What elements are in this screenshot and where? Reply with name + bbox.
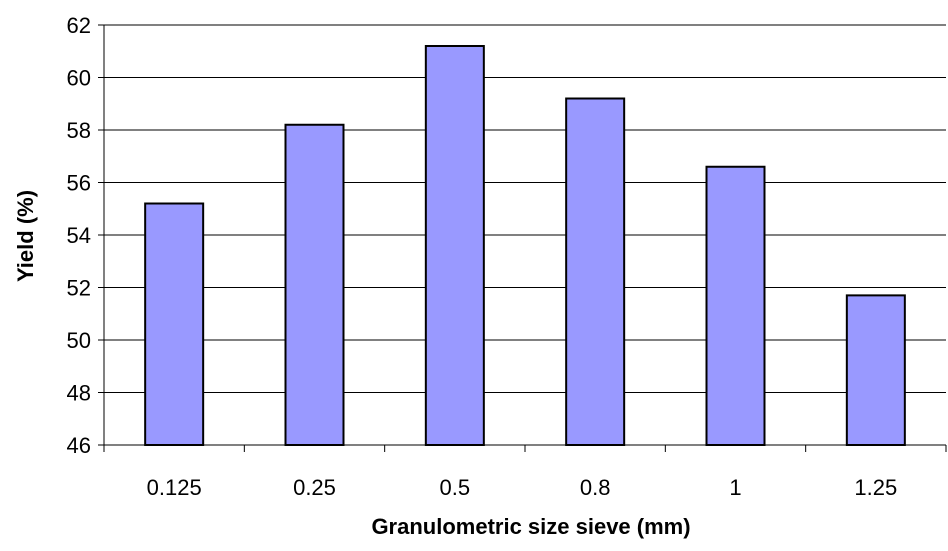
x-tick-label: 1 (729, 475, 741, 500)
bar (565, 97, 626, 446)
y-axis-title: Yield (%) (13, 190, 38, 282)
bar (144, 202, 205, 446)
axes (98, 24, 947, 452)
bars (144, 45, 906, 446)
bar (424, 45, 485, 446)
x-tick-label: 0.8 (580, 475, 611, 500)
x-axis-title: Granulometric size sieve (mm) (371, 514, 690, 539)
x-tick-label: 1.25 (854, 475, 897, 500)
y-tick-label: 56 (67, 171, 91, 196)
bar (705, 165, 766, 446)
y-tick-label: 54 (67, 223, 91, 248)
x-tick-labels: 0.125 0.25 0.5 0.8 1 1.25 (147, 475, 898, 500)
y-tick-label: 50 (67, 328, 91, 353)
y-tick-label: 62 (67, 13, 91, 38)
y-tick-label: 58 (67, 118, 91, 143)
x-tick-label: 0.25 (293, 475, 336, 500)
bar (845, 294, 906, 446)
gridlines (104, 24, 946, 393)
x-tick-label: 0.5 (440, 475, 471, 500)
x-tick-label: 0.125 (147, 475, 202, 500)
y-tick-label: 48 (67, 381, 91, 406)
y-tick-label: 60 (67, 66, 91, 91)
y-tick-label: 46 (67, 433, 91, 458)
bar (284, 123, 345, 446)
y-tick-labels: 46 48 50 52 54 56 58 60 62 (67, 13, 91, 458)
y-tick-label: 52 (67, 276, 91, 301)
